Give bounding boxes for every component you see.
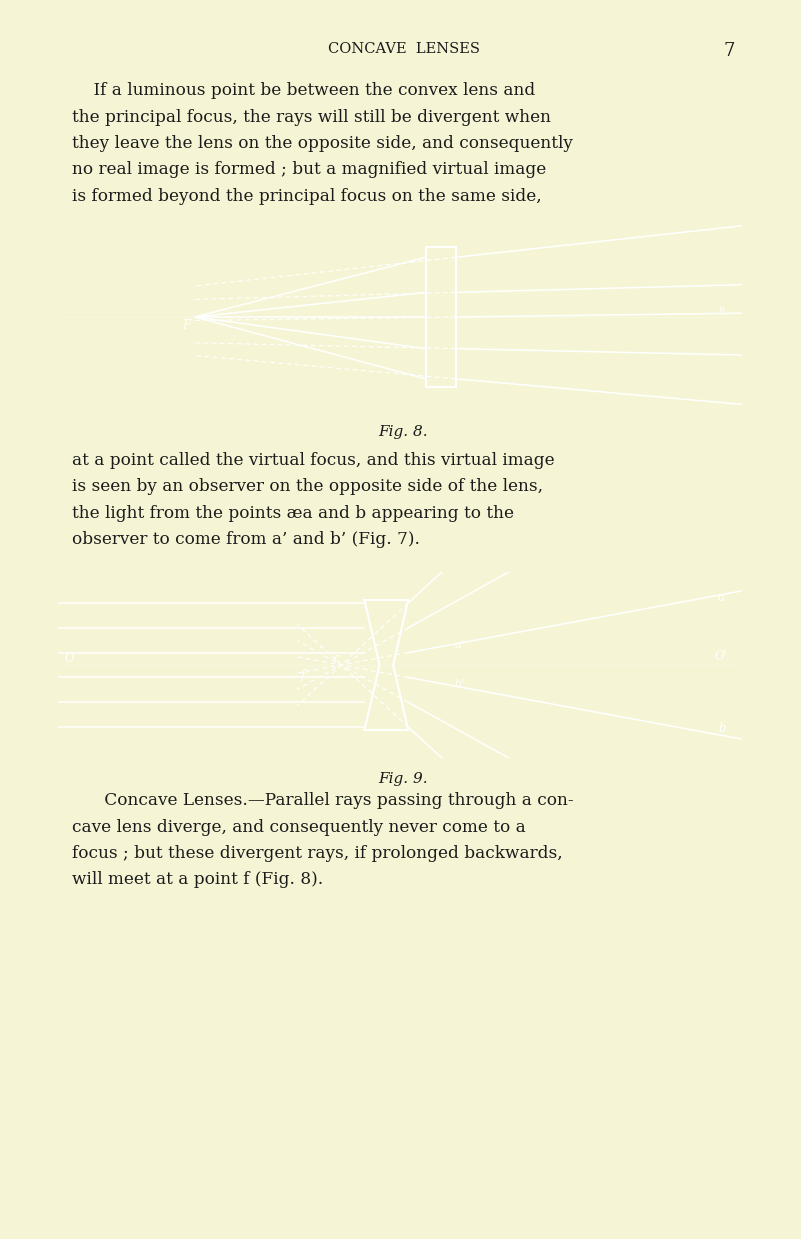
- Text: e: e: [718, 306, 724, 315]
- Text: Fig. 9.: Fig. 9.: [379, 772, 429, 786]
- Text: will meet at a point f (Fig. 8).: will meet at a point f (Fig. 8).: [72, 871, 324, 888]
- Text: 7: 7: [723, 42, 735, 59]
- Text: Fig. 8.: Fig. 8.: [379, 425, 429, 439]
- Text: b': b': [455, 679, 465, 689]
- Text: c: c: [334, 652, 340, 665]
- Text: cave lens diverge, and consequently never come to a: cave lens diverge, and consequently neve…: [72, 819, 525, 835]
- Text: f: f: [301, 669, 305, 681]
- Bar: [426, 247, 456, 388]
- Text: is seen by an observer on the opposite side of the lens,: is seen by an observer on the opposite s…: [72, 478, 543, 496]
- Text: is formed beyond the principal focus on the same side,: is formed beyond the principal focus on …: [72, 188, 541, 204]
- Text: a: a: [718, 591, 725, 605]
- Text: the light from the points æa and b appearing to the: the light from the points æa and b appea…: [72, 506, 514, 522]
- Text: the principal focus, the rays will still be divergent when: the principal focus, the rays will still…: [72, 109, 551, 125]
- Text: a': a': [455, 641, 465, 650]
- Text: focus ; but these divergent rays, if prolonged backwards,: focus ; but these divergent rays, if pro…: [72, 845, 562, 862]
- Text: b: b: [718, 721, 726, 735]
- Text: F: F: [183, 320, 191, 332]
- Text: O: O: [65, 652, 74, 665]
- Text: at a point called the virtual focus, and this virtual image: at a point called the virtual focus, and…: [72, 452, 554, 470]
- Text: Concave Lenses.—Parallel rays passing through a con-: Concave Lenses.—Parallel rays passing th…: [72, 792, 574, 809]
- Text: they leave the lens on the opposite side, and consequently: they leave the lens on the opposite side…: [72, 135, 573, 152]
- Text: O': O': [714, 650, 727, 663]
- Text: CONCAVE  LENSES: CONCAVE LENSES: [328, 42, 480, 56]
- Text: no real image is formed ; but a magnified virtual image: no real image is formed ; but a magnifie…: [72, 161, 546, 178]
- Text: observer to come from a’ and b’ (Fig. 7).: observer to come from a’ and b’ (Fig. 7)…: [72, 532, 420, 549]
- Text: If a luminous point be between the convex lens and: If a luminous point be between the conve…: [72, 82, 535, 99]
